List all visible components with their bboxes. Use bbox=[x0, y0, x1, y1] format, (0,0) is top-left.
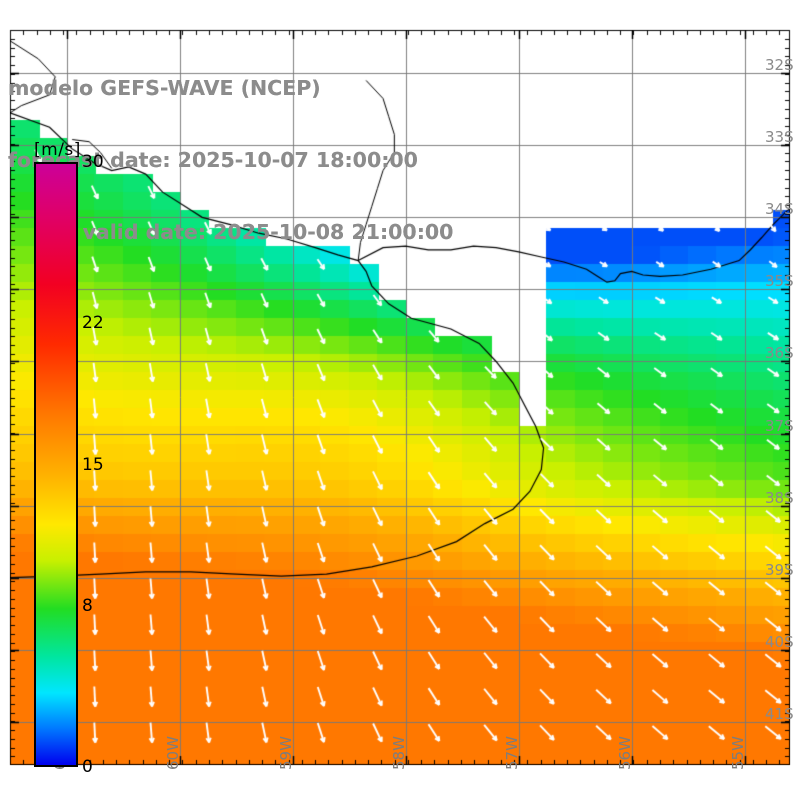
lat-label-35S: 35S bbox=[765, 272, 794, 291]
colorbar-tick-22: 22 bbox=[82, 313, 104, 334]
valid-date-line: valid date: 2025-10-08 21:00:00 bbox=[82, 220, 454, 244]
lon-label-60W: 60W bbox=[163, 736, 182, 770]
colorbar-tick-8: 8 bbox=[82, 595, 93, 616]
forecast-date-line: forecast date: 2025-10-07 18:00:00 bbox=[8, 148, 418, 172]
colorbar-gradient-box bbox=[34, 162, 78, 767]
lat-label-38S: 38S bbox=[765, 488, 794, 507]
model-title: modelo GEFS-WAVE (NCEP) bbox=[8, 76, 321, 100]
colorbar-tick-30: 30 bbox=[82, 152, 104, 172]
lat-label-32S: 32S bbox=[765, 56, 794, 75]
lat-label-40S: 40S bbox=[765, 632, 794, 651]
colorbar-units-label: [m/s] bbox=[34, 140, 81, 160]
colorbar-tick-0: 0 bbox=[82, 757, 93, 777]
lat-label-34S: 34S bbox=[765, 200, 794, 219]
lon-label-55W: 55W bbox=[728, 736, 747, 770]
lat-label-41S: 41S bbox=[765, 704, 794, 723]
lat-label-37S: 37S bbox=[765, 416, 794, 435]
colorbar-tick-15: 15 bbox=[82, 454, 104, 475]
lon-label-57W: 57W bbox=[502, 736, 521, 770]
lon-label-59W: 59W bbox=[276, 736, 295, 770]
lon-label-58W: 58W bbox=[389, 736, 408, 770]
colorbar-gradient bbox=[36, 164, 76, 765]
title-block: modelo GEFS-WAVE (NCEP) forecast date: 2… bbox=[8, 28, 528, 292]
lat-label-33S: 33S bbox=[765, 128, 794, 147]
lat-label-36S: 36S bbox=[765, 344, 794, 363]
lat-label-39S: 39S bbox=[765, 560, 794, 579]
lon-label-56W: 56W bbox=[615, 736, 634, 770]
